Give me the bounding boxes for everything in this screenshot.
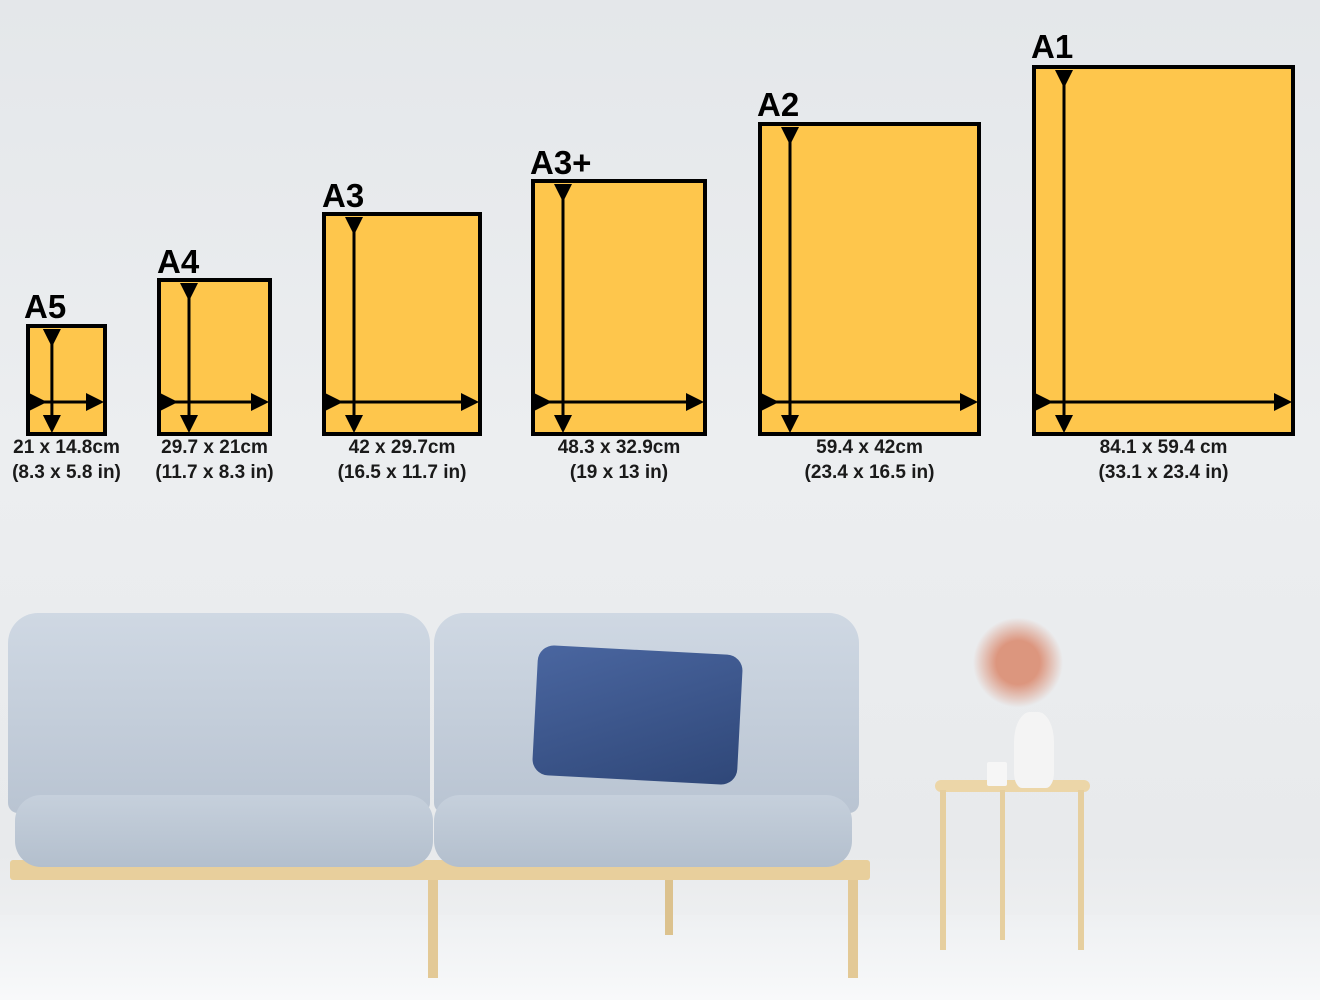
flowers xyxy=(968,610,1068,715)
size-dimensions: 21 x 14.8cm (8.3 x 5.8 in) xyxy=(12,435,121,485)
sofa-leg xyxy=(428,860,438,978)
frame-a1 xyxy=(1032,65,1295,436)
dimension-arrows-icon xyxy=(761,127,978,433)
size-dimensions: 42 x 29.7cm (16.5 x 11.7 in) xyxy=(338,435,467,485)
dimensions-in: (33.1 x 23.4 in) xyxy=(1098,462,1229,483)
dimension-arrows-icon xyxy=(325,217,479,433)
table-leg xyxy=(1000,790,1005,940)
size-label: A3+ xyxy=(530,144,592,181)
dimensions-cm: 29.7 x 21cm xyxy=(161,437,268,458)
size-label: A4 xyxy=(157,243,200,280)
dimensions-in: (16.5 x 11.7 in) xyxy=(337,462,467,483)
dimensions-in: (19 x 13 in) xyxy=(569,462,669,483)
dimension-arrows-icon xyxy=(534,184,704,433)
floor xyxy=(0,915,1320,1000)
dimensions-cm: 84.1 x 59.4 cm xyxy=(1099,437,1228,458)
dimensions-cm: 48.3 x 32.9cm xyxy=(557,437,681,458)
frame-a4 xyxy=(157,278,272,436)
size-label: A3 xyxy=(322,177,365,214)
dimensions-cm: 59.4 x 42cm xyxy=(816,437,923,458)
frame-a5 xyxy=(26,324,107,436)
size-label: A1 xyxy=(1031,28,1074,65)
dimensions-in: (23.4 x 16.5 in) xyxy=(804,462,935,483)
sofa-leg xyxy=(848,860,858,978)
dimensions-in: (8.3 x 5.8 in) xyxy=(12,462,121,483)
frame-a2 xyxy=(758,122,981,436)
size-dimensions: 84.1 x 59.4 cm (33.1 x 23.4 in) xyxy=(1099,435,1229,485)
size-label: A2 xyxy=(757,86,800,123)
size-dimensions: 48.3 x 32.9cm (19 x 13 in) xyxy=(558,435,681,485)
table-top xyxy=(935,780,1090,792)
size-dimensions: 59.4 x 42cm (23.4 x 16.5 in) xyxy=(805,435,935,485)
sofa-back-left xyxy=(8,613,430,813)
size-label: A5 xyxy=(24,288,67,325)
dimensions-cm: 21 x 14.8cm xyxy=(13,437,120,458)
sofa-seat-left xyxy=(15,795,433,867)
table-leg xyxy=(1078,790,1084,950)
dimensions-in: (11.7 x 8.3 in) xyxy=(155,462,274,483)
sofa-seat-right xyxy=(434,795,852,867)
cup xyxy=(987,762,1007,786)
dimension-arrows-icon xyxy=(160,283,269,433)
table-leg xyxy=(940,790,946,950)
frame-a3-plus xyxy=(531,179,707,436)
pillow xyxy=(531,644,744,786)
size-dimensions: 29.7 x 21cm (11.7 x 8.3 in) xyxy=(155,435,273,485)
frame-a3 xyxy=(322,212,482,436)
dimension-arrows-icon xyxy=(1035,70,1292,433)
dimension-arrows-icon xyxy=(29,329,104,433)
dimensions-cm: 42 x 29.7cm xyxy=(348,437,456,458)
vase xyxy=(1014,712,1054,788)
sofa-leg xyxy=(665,870,673,935)
